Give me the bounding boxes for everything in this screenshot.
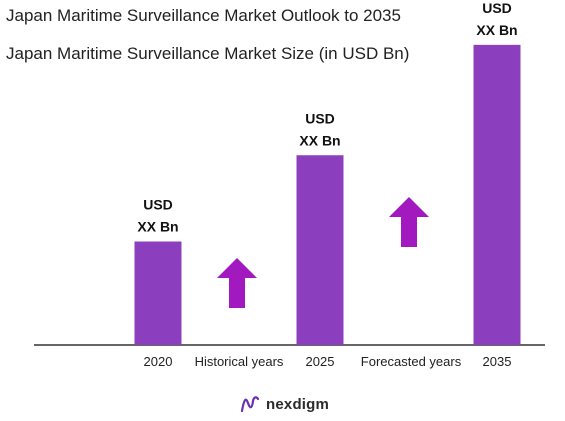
nexdigm-logo-icon xyxy=(240,396,260,413)
growth-arrow-historical-icon xyxy=(217,258,257,308)
data-label-2025-currency: USD xyxy=(305,110,335,126)
growth-arrow-forecast-icon xyxy=(389,197,429,247)
tick-label-2025: 2025 xyxy=(306,354,335,369)
tick-label-2020: 2020 xyxy=(144,354,173,369)
chart-title: Japan Maritime Surveillance Market Outlo… xyxy=(6,6,401,25)
bar-2035 xyxy=(473,44,521,345)
brand-name: nexdigm xyxy=(266,395,330,413)
data-label-2020-value: XX Bn xyxy=(137,219,178,235)
data-label-2035-value: XX Bn xyxy=(476,22,517,38)
period-label-historical: Historical years xyxy=(195,354,284,369)
period-label-forecasted: Forecasted years xyxy=(361,354,462,369)
tick-label-2035: 2035 xyxy=(483,354,512,369)
bar-2025 xyxy=(296,155,344,345)
data-label-2025-value: XX Bn xyxy=(299,132,340,148)
data-label-2035-currency: USD xyxy=(482,0,512,16)
data-label-2020-currency: USD xyxy=(143,197,173,213)
brand-logo: nexdigm xyxy=(240,395,329,413)
chart-subtitle: Japan Maritime Surveillance Market Size … xyxy=(6,44,410,63)
bar-2020 xyxy=(134,241,182,345)
